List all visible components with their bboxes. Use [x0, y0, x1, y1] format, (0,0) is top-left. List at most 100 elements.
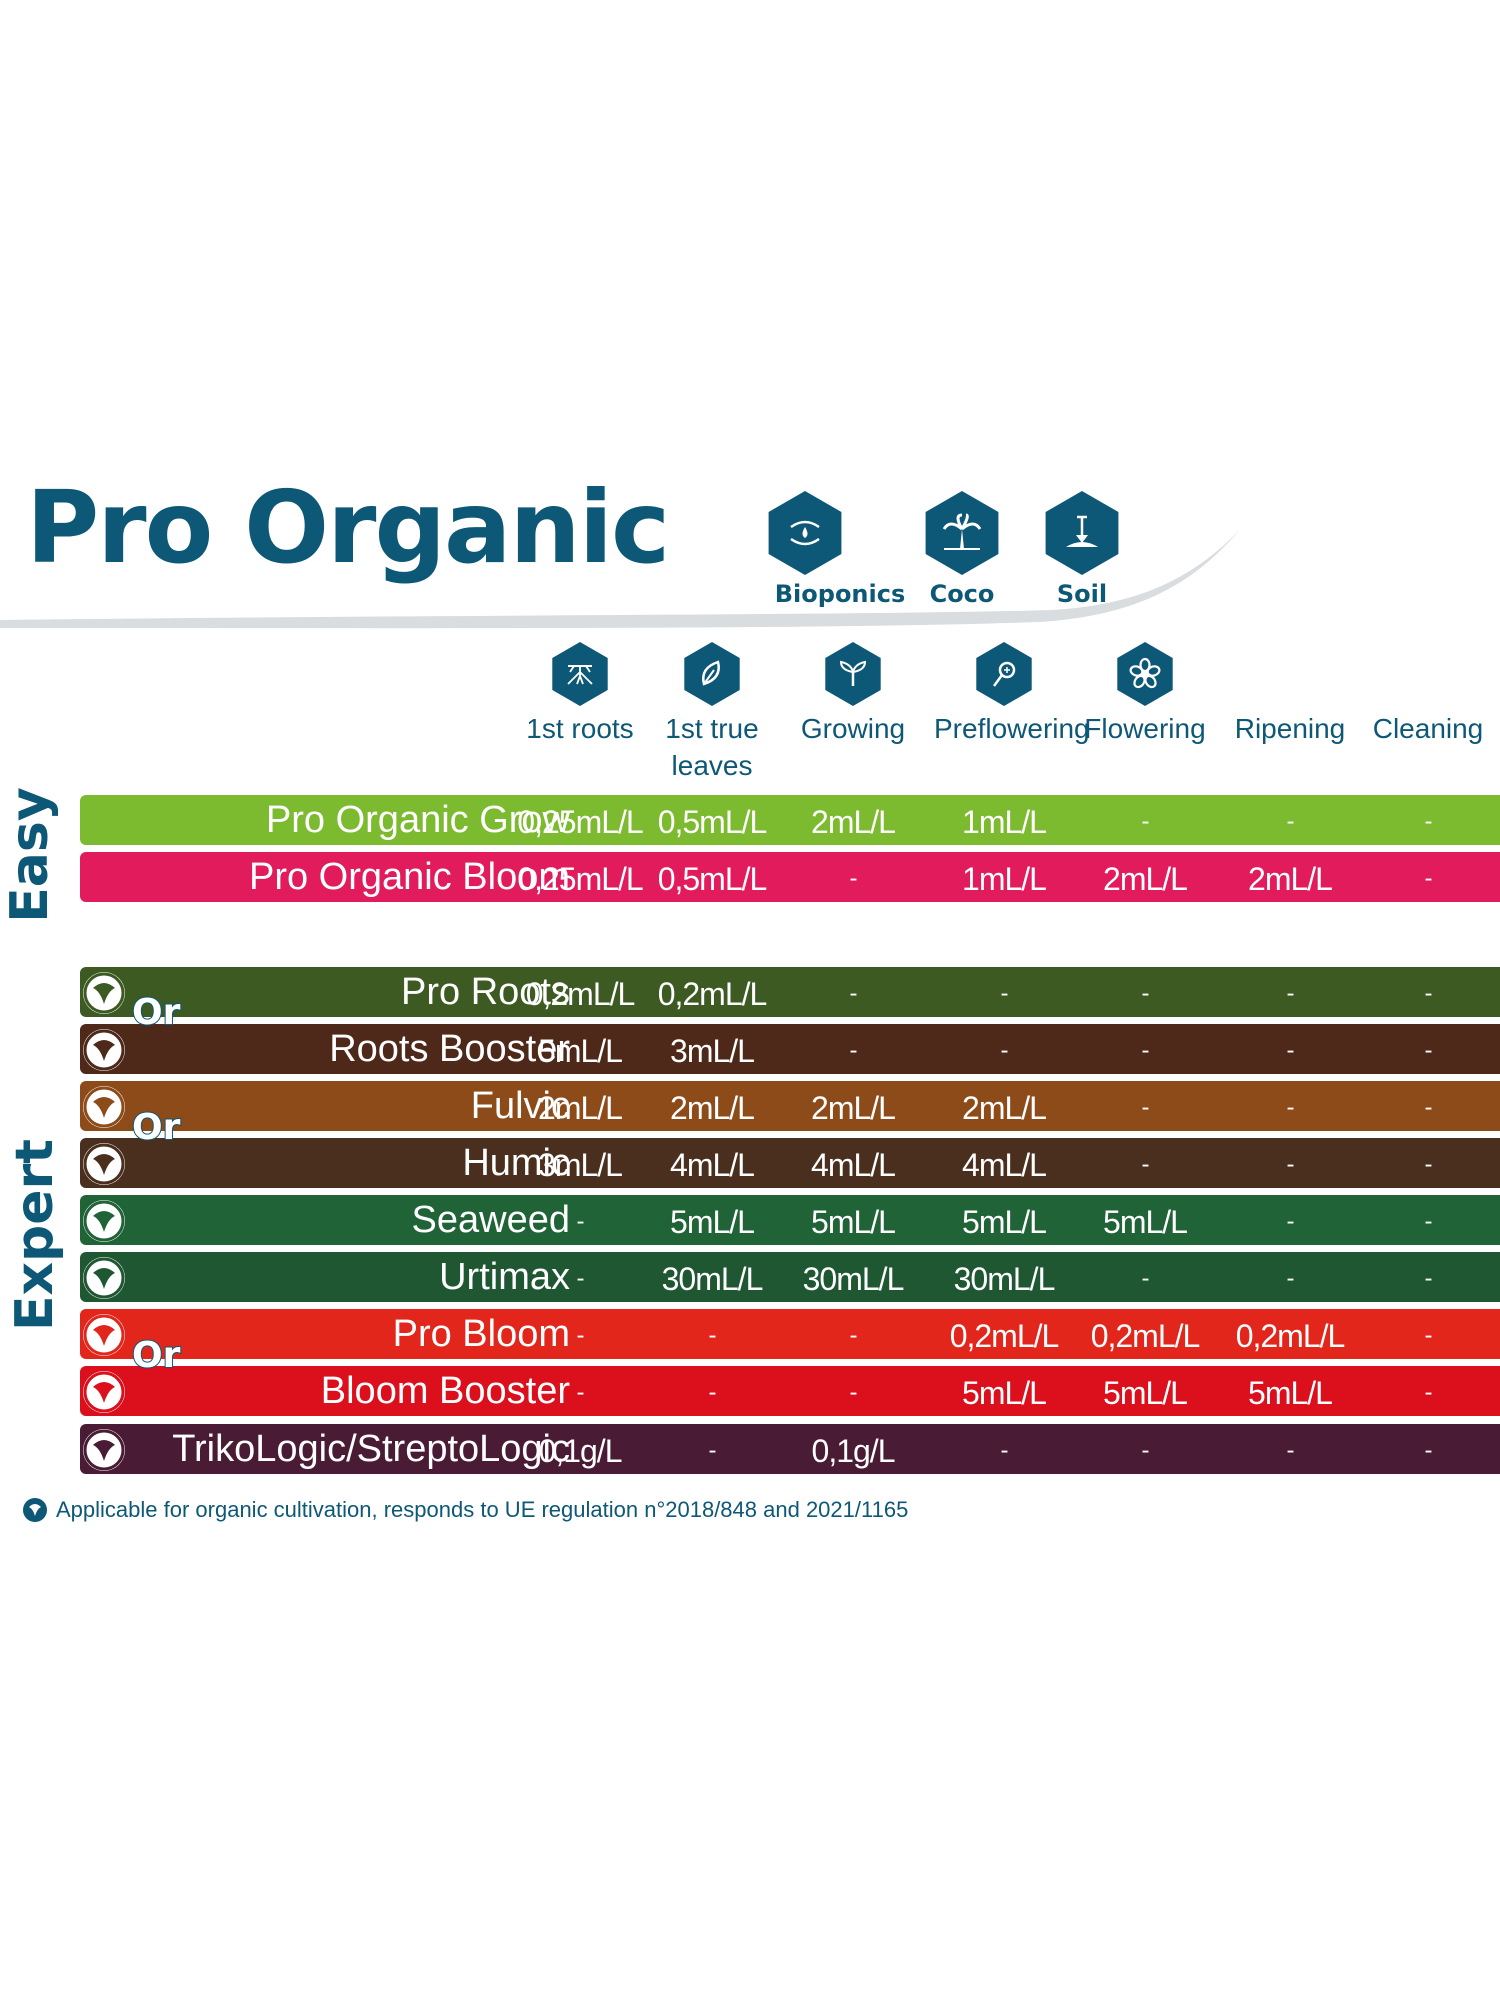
organic-badge-icon	[83, 972, 125, 1014]
dose-cell: -	[576, 1322, 585, 1349]
dose-cell: 2mL/L	[538, 1090, 623, 1126]
dose-cell: -	[576, 1208, 585, 1235]
dose-cell: -	[708, 1322, 717, 1349]
sprout-icon	[825, 642, 881, 706]
group-label-expert: Expert	[5, 1138, 65, 1332]
product-row: Pro Roots 0,2mL/L 0,2mL/L - - - - -	[80, 967, 1500, 1017]
organic-badge-icon	[83, 1143, 125, 1185]
or-label-roots: Or	[131, 991, 181, 1034]
dose-cell: -	[1286, 1151, 1295, 1178]
dose-cell: -	[1424, 1208, 1433, 1235]
product-name: Fulvic	[470, 1085, 570, 1127]
dose-cell: -	[1424, 980, 1433, 1007]
dose-cell: 2mL/L	[811, 804, 896, 840]
medium-label: Soil	[1056, 580, 1108, 608]
dose-cell: 5mL/L	[962, 1375, 1047, 1411]
bud-icon	[976, 642, 1032, 706]
dose-cell: 0,25mL/L	[517, 804, 643, 840]
group-label-easy: Easy	[0, 787, 60, 923]
dose-cell: -	[1286, 1094, 1295, 1121]
dose-cell: -	[1286, 1037, 1295, 1064]
dose-cell: -	[849, 1379, 858, 1406]
dose-cell: -	[1141, 980, 1150, 1007]
dose-cell: 2mL/L	[962, 1090, 1047, 1126]
dose-cell: 2mL/L	[1248, 861, 1333, 897]
dose-cell: -	[1424, 1151, 1433, 1178]
palm-tree-icon	[925, 491, 999, 575]
dose-cell: -	[849, 1037, 858, 1064]
product-row: Roots Booster 5mL/L 3mL/L - - - - -	[80, 1024, 1500, 1074]
dose-cell: -	[708, 1437, 717, 1464]
dose-cell: -	[1424, 865, 1433, 892]
dose-cell: 0,2mL/L	[1090, 1318, 1201, 1354]
or-label-humic: Or	[131, 1106, 181, 1149]
dose-cell: 0,2mL/L	[1235, 1318, 1346, 1354]
dose-cell: -	[1141, 1037, 1150, 1064]
dose-cell: 2mL/L	[670, 1090, 755, 1126]
dose-cell: -	[1286, 1437, 1295, 1464]
dose-cell: 0,5mL/L	[657, 861, 768, 897]
dose-cell: -	[1286, 1208, 1295, 1235]
product-name: Seaweed	[411, 1199, 570, 1241]
dose-cell: -	[1286, 808, 1295, 835]
dose-cell: -	[1141, 1094, 1150, 1121]
product-row: Fulvic 2mL/L 2mL/L 2mL/L 2mL/L - - -	[80, 1081, 1500, 1131]
dose-cell: -	[1286, 1265, 1295, 1292]
dose-cell: -	[1424, 1265, 1433, 1292]
product-row: Urtimax - 30mL/L 30mL/L 30mL/L - - -	[80, 1252, 1500, 1302]
dose-cell: -	[1424, 1094, 1433, 1121]
dose-cell: 4mL/L	[670, 1147, 755, 1183]
dose-cell: 5mL/L	[538, 1033, 623, 1069]
footnote-text: Applicable for organic cultivation, resp…	[56, 1497, 909, 1522]
organic-badge-icon	[83, 1314, 125, 1356]
dose-cell: 0,2mL/L	[949, 1318, 1060, 1354]
stage-header: Ripening	[1234, 713, 1346, 744]
dose-cell: 5mL/L	[962, 1204, 1047, 1240]
dose-cell: 5mL/L	[670, 1204, 755, 1240]
page-title: Pro Organic	[26, 469, 670, 586]
stage-header: Flowering	[1084, 713, 1206, 744]
dose-cell: 0,1g/L	[538, 1433, 623, 1469]
dose-cell: -	[1000, 1437, 1009, 1464]
dose-cell: -	[1286, 980, 1295, 1007]
dose-cell: 2mL/L	[811, 1090, 896, 1126]
dose-cell: -	[849, 980, 858, 1007]
dose-cell: -	[576, 1265, 585, 1292]
product-row: Pro Organic Grow 0,25mL/L 0,5mL/L 2mL/L 1mL…	[80, 795, 1500, 845]
dose-cell: -	[1141, 1265, 1150, 1292]
product-name: Pro Bloom	[392, 1313, 570, 1355]
organic-badge-icon	[83, 1029, 125, 1071]
dose-cell: -	[1424, 808, 1433, 835]
dose-cell: 3mL/L	[538, 1147, 623, 1183]
dose-cell: 2mL/L	[1103, 861, 1188, 897]
product-name: Pro Organic Bloom	[248, 856, 570, 898]
dose-cell: 4mL/L	[811, 1147, 896, 1183]
dose-cell: -	[708, 1379, 717, 1406]
stage-header: 1st roots	[526, 713, 634, 744]
product-name: Urtimax	[439, 1256, 570, 1298]
dose-cell: 5mL/L	[1103, 1204, 1188, 1240]
organic-badge-icon	[83, 1371, 125, 1413]
organic-badge-icon	[23, 1498, 47, 1522]
product-name: Humic	[462, 1142, 570, 1184]
dose-cell: 4mL/L	[962, 1147, 1047, 1183]
product-row: Pro Organic Bloom 0,25mL/L 0,5mL/L - 1mL/L 2…	[80, 852, 1500, 902]
dose-cell: 0,1g/L	[811, 1433, 896, 1469]
organic-badge-icon	[83, 1200, 125, 1242]
dose-cell: -	[849, 1322, 858, 1349]
product-row: TrikoLogic/StreptoLogic 0,1g/L - 0,1g/L - - -…	[80, 1424, 1500, 1474]
dose-cell: -	[1141, 1151, 1150, 1178]
dose-cell: 0,2mL/L	[657, 976, 768, 1012]
product-row: Pro Bloom - - - 0,2mL/L 0,2mL/L 0,2mL/L -	[80, 1309, 1500, 1359]
dose-cell: 5mL/L	[1248, 1375, 1333, 1411]
product-name: Roots Booster	[329, 1028, 570, 1070]
hands-water-drop-icon	[768, 491, 842, 575]
stage-header: 1st true leaves	[665, 713, 759, 781]
product-row: Humic 3mL/L 4mL/L 4mL/L 4mL/L - - -	[80, 1138, 1500, 1188]
dose-cell: 5mL/L	[811, 1204, 896, 1240]
leaf-icon	[684, 642, 740, 706]
flower-icon	[1117, 642, 1173, 706]
dose-cell: -	[576, 1379, 585, 1406]
shovel-soil-icon	[1045, 491, 1119, 575]
dose-cell: -	[1141, 1437, 1150, 1464]
